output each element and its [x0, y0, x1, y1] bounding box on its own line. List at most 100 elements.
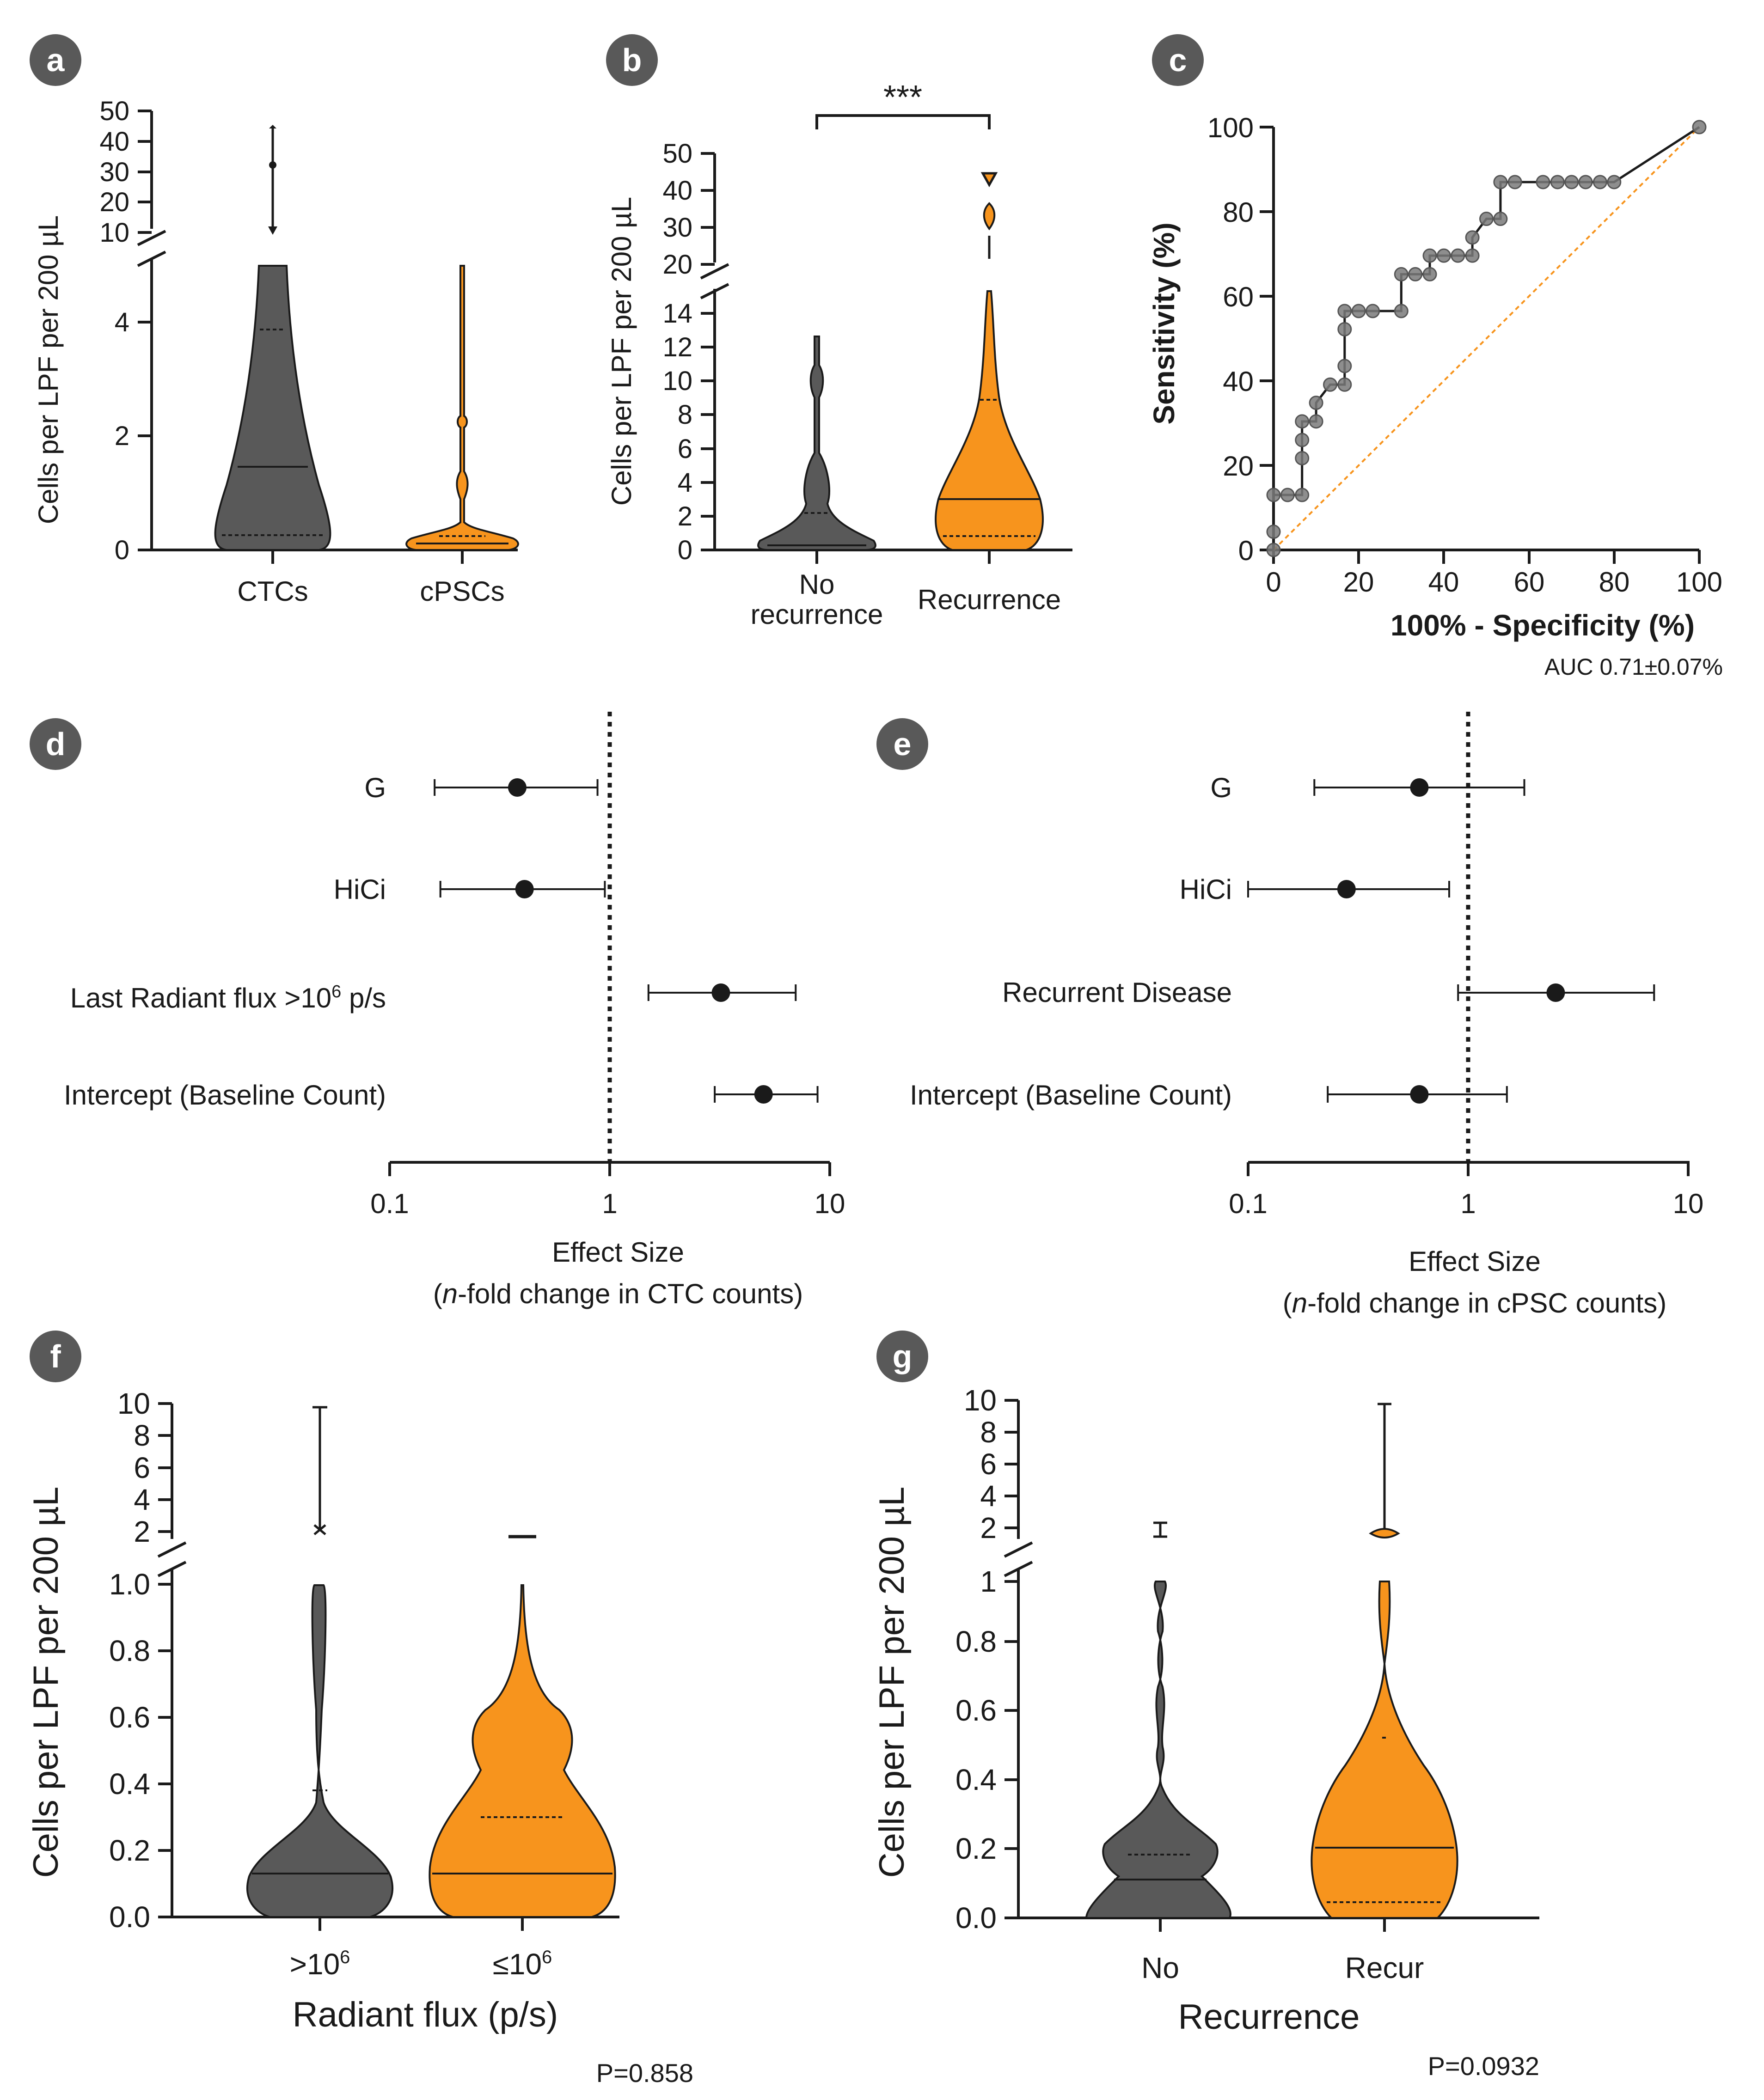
- y-tick-label: 2: [134, 1515, 150, 1548]
- estimate-point: [1546, 983, 1565, 1002]
- y-tick-label: 0.4: [109, 1767, 150, 1801]
- row-label: G: [364, 772, 386, 803]
- panel-a: a Cells per LPF per 200 µL 0 2 4 10 20 3…: [30, 34, 519, 607]
- roc-point: [1422, 267, 1437, 281]
- panel-label: c: [1169, 42, 1187, 78]
- y-tick-label: 0.2: [109, 1834, 150, 1867]
- y-tick-label: 50: [99, 96, 129, 126]
- row-label: Recurrent Disease: [1002, 977, 1232, 1008]
- roc-point: [1337, 359, 1352, 373]
- roc-point: [1592, 175, 1607, 189]
- panel-label: d: [46, 726, 66, 762]
- x-tick-label: recurrence: [751, 599, 883, 630]
- roc-point: [1280, 488, 1295, 502]
- estimate-point: [754, 1085, 773, 1104]
- estimate-point: [1337, 880, 1356, 898]
- p-value: P=0.858: [596, 2058, 693, 2088]
- x-axis-label-rest: -fold change in cPSC counts: [1307, 1288, 1657, 1319]
- x-axis-label-italic: n: [442, 1278, 458, 1309]
- x-axis-label-2: (n-fold change in CTC counts): [433, 1278, 803, 1309]
- outlier-marks: [980, 172, 998, 259]
- roc-point: [1309, 414, 1323, 429]
- row-label: Intercept (Baseline Count): [64, 1080, 386, 1111]
- row-label: G: [1210, 772, 1232, 803]
- roc-point: [1607, 175, 1622, 189]
- panel-label-bg: [876, 718, 928, 770]
- y-tick-label: 4: [678, 468, 692, 498]
- outlier-violin: [983, 202, 996, 231]
- roc-point: [1507, 175, 1522, 189]
- y-ticks: 0.0 0.2 0.4 0.6 0.8 1 2 4 6 8 10: [956, 1384, 1386, 1935]
- panel-label: f: [50, 1338, 61, 1374]
- y-tick-label: 0.0: [956, 1901, 997, 1935]
- y-tick-label: 4: [980, 1479, 997, 1513]
- panel-label-bg: [1152, 34, 1204, 86]
- y-tick-label: 2: [980, 1511, 997, 1544]
- estimate-point: [1410, 778, 1429, 797]
- x-axis-label: Radiant flux (p/s): [293, 1995, 558, 2034]
- roc-point: [1337, 377, 1352, 392]
- y-tick-label: 6: [980, 1447, 997, 1481]
- y-tick-label: 40: [1223, 366, 1254, 397]
- outlier-marks: [312, 1406, 327, 1535]
- y-tick-label: 0.0: [109, 1900, 150, 1934]
- row-label-text: Last Radiant flux >10: [70, 983, 331, 1013]
- x-tick-label: 60: [1514, 567, 1545, 598]
- roc-layer: [1266, 120, 1707, 557]
- estimate-point: [1410, 1085, 1429, 1104]
- row-label: HiCi: [1180, 874, 1232, 905]
- y-axis-label: Cells per LPF per 200 µL: [606, 197, 637, 506]
- x-axis-label-italic: n: [1292, 1288, 1307, 1319]
- y-tick-label: 0: [1238, 535, 1254, 566]
- roc-point: [1493, 212, 1508, 226]
- panel-label: e: [894, 726, 912, 762]
- row-label-unit: p/s: [341, 983, 386, 1013]
- outlier-point: [269, 161, 276, 169]
- superscript: 6: [542, 1947, 552, 1967]
- estimate-point: [508, 778, 527, 797]
- p-value: P=0.0932: [1428, 2051, 1539, 2081]
- y-tick-label: 10: [662, 366, 692, 396]
- panel-c: c Sensitivity (%) 100% - Specificity (%)…: [1147, 34, 1723, 680]
- violin-low-flux: [429, 1584, 616, 1918]
- auc-label: AUC 0.71±0.07%: [1544, 654, 1723, 680]
- y-tick-label: 30: [99, 157, 129, 187]
- roc-point: [1408, 267, 1423, 281]
- axis-break: [137, 230, 166, 267]
- panel-d: d G HiCi Last Radiant flux >106 p/s Inte…: [30, 712, 845, 1309]
- y-tick-label: 20: [99, 187, 129, 217]
- roc-point: [1465, 248, 1480, 263]
- significance-bracket: [815, 114, 991, 129]
- x-tick-label: ≤106: [493, 1947, 552, 1981]
- forest-marks: [434, 778, 819, 1104]
- reference-diagonal: [1273, 126, 1700, 551]
- y-tick-label: 10: [117, 1387, 150, 1420]
- y-tick-label: 12: [662, 332, 692, 362]
- violin-recurrence: [935, 290, 1044, 551]
- y-tick-label: 50: [662, 139, 692, 169]
- violin-recur: [1311, 1581, 1458, 1919]
- x-tick-label: >106: [290, 1947, 350, 1981]
- panel-label-bg: [606, 34, 658, 86]
- y-tick-label: 0.6: [956, 1694, 997, 1727]
- y-tick-label: 2: [115, 421, 129, 451]
- y-tick-label: 6: [678, 434, 692, 464]
- y-ticks: 0.0 0.2 0.4 0.6 0.8 1.0 2 4 6 8 10: [109, 1387, 524, 1934]
- violin-cpscs: [405, 265, 519, 551]
- x-tick-text: ≤10: [493, 1947, 542, 1981]
- panel-label: g: [893, 1338, 913, 1374]
- axis-break: [1004, 1541, 1033, 1577]
- panel-label-bg: [30, 1331, 81, 1382]
- axis-break: [700, 263, 729, 299]
- y-tick-label: 0: [115, 535, 129, 565]
- y-axis-label: Cells per LPF per 200 µL: [26, 1487, 66, 1878]
- superscript: 6: [340, 1947, 350, 1967]
- x-tick-label: CTCs: [237, 576, 308, 607]
- roc-point: [1394, 267, 1409, 281]
- x-tick-text: >10: [290, 1947, 340, 1981]
- forest-marks: [1247, 778, 1655, 1104]
- x-tick-label: 1: [1460, 1188, 1476, 1219]
- x-tick-label: 80: [1599, 567, 1630, 598]
- x-tick-label: 0: [1266, 567, 1281, 598]
- y-axis-label: Cells per LPF per 200 µL: [872, 1487, 912, 1878]
